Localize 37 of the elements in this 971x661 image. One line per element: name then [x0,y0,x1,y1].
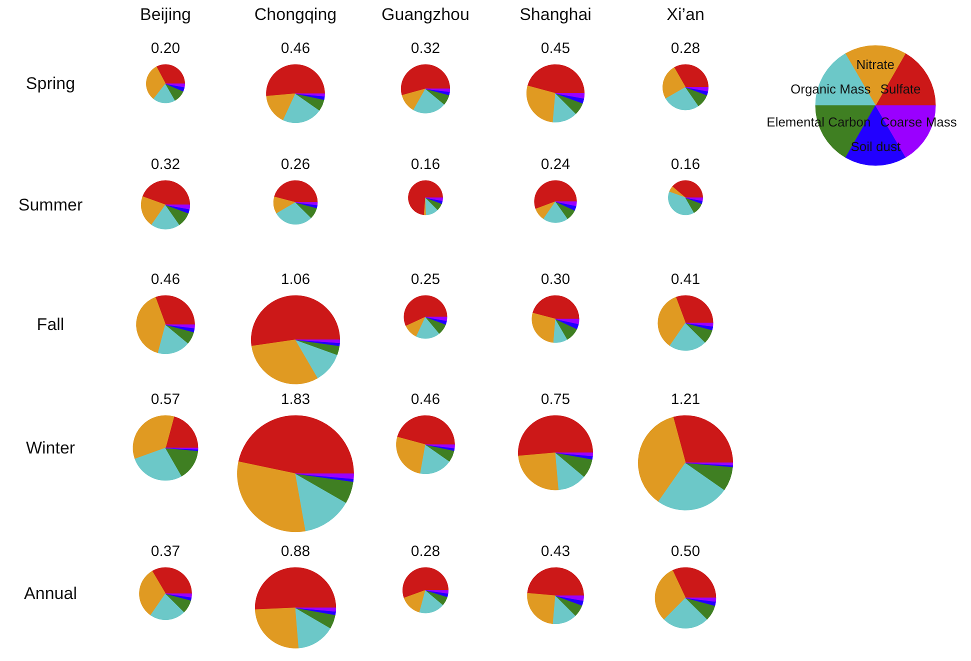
chart-subtitle: 0.26 [280,156,310,173]
chart-subtitle: 0.30 [540,271,570,288]
chart-subtitle: 0.45 [540,40,570,57]
chart-subtitle: 0.88 [280,543,310,560]
chart-subtitle: 0.41 [670,271,700,288]
text: Winter [26,438,76,458]
chart-subtitle: 0.43 [540,543,570,560]
chart-subtitle: 0.28 [670,40,700,57]
chart-subtitle: 0.46 [280,40,310,57]
chart-title: Chongqing [254,5,337,24]
chart-title: Beijing [140,5,192,24]
text: Spring [26,74,76,94]
chart-subtitle: 0.28 [410,543,440,560]
chart-title: Shanghai [520,5,592,24]
chart-subtitle: 1.83 [280,391,310,408]
chart-subtitle: 0.37 [150,543,180,560]
chart-subtitle: 0.25 [410,271,440,288]
chart-subtitle: 0.50 [670,543,700,560]
chart-subtitle: 0.46 [410,391,440,408]
chart-title: Guangzhou [382,5,470,24]
text: Fall [36,315,64,334]
chart-subtitle: 0.46 [150,271,180,288]
chart-subtitle: 1.06 [280,271,310,288]
slice-label: Nitrate [856,57,895,72]
chart-subtitle: 0.16 [410,156,440,173]
chart-subtitle: 0.24 [540,156,570,173]
text: Annual [24,584,77,604]
slice-label: Soil dust [850,138,901,154]
chart-subtitle: 0.32 [150,156,180,173]
chart-subtitle: 0.75 [540,391,570,408]
chart-subtitle: 0.16 [670,156,700,173]
text: Summer [18,195,83,214]
chart-subtitle: 0.20 [150,40,180,57]
chart-subtitle: 1.21 [670,391,700,408]
chart-title: Xi’an [666,5,704,24]
chart-subtitle: 0.32 [410,40,440,57]
chart-subtitle: 0.57 [150,391,180,408]
